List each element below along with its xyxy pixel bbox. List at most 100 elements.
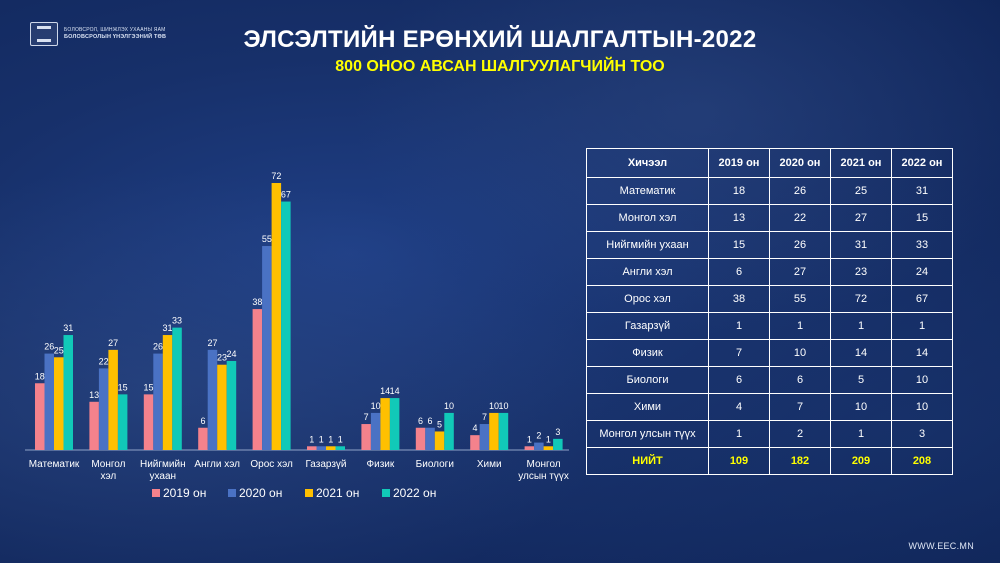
table-value-cell: 1 <box>830 420 892 448</box>
bar <box>143 394 154 450</box>
table-value-cell: 1 <box>708 312 770 340</box>
x-tick-label: Монгол <box>91 459 125 470</box>
data-label: 1 <box>546 434 551 444</box>
table-value-cell: 10 <box>830 393 892 421</box>
table-value-cell: 15 <box>891 204 953 232</box>
data-label: 27 <box>108 338 118 348</box>
legend-label: 2021 он <box>316 486 359 500</box>
bar <box>89 401 99 450</box>
table-subject-cell: Орос хэл <box>586 285 709 313</box>
table-value-cell: 18 <box>708 177 770 205</box>
bar <box>326 446 336 450</box>
table-subject-cell: Хими <box>586 393 709 421</box>
legend-label: 2022 он <box>393 486 436 500</box>
table-value-cell: 7 <box>769 393 831 421</box>
data-label: 72 <box>271 171 281 181</box>
table-value-cell: 6 <box>708 366 770 394</box>
data-label: 7 <box>364 412 369 422</box>
bar <box>534 442 544 450</box>
data-label: 1 <box>319 434 324 444</box>
table-value-cell: 14 <box>830 339 892 367</box>
bar <box>54 357 64 450</box>
data-label: 2 <box>536 431 541 441</box>
bar <box>389 398 400 450</box>
table-total-label: НИЙТ <box>586 447 709 475</box>
table-total-value: 109 <box>708 447 770 475</box>
website-url: WWW.EEC.MN <box>908 541 974 551</box>
bar <box>117 394 128 450</box>
bar <box>543 446 554 450</box>
table-value-cell: 24 <box>891 258 953 286</box>
x-tick-label: Англи хэл <box>194 459 240 470</box>
table-value-cell: 13 <box>708 204 770 232</box>
bar <box>470 435 480 450</box>
table-value-cell: 33 <box>891 231 953 259</box>
table-value-cell: 55 <box>769 285 831 313</box>
table-value-cell: 5 <box>830 366 892 394</box>
table-subject-cell: Монгол улсын түүх <box>586 420 709 448</box>
data-label: 6 <box>418 416 423 426</box>
table-value-cell: 1 <box>769 312 831 340</box>
bar <box>162 335 173 450</box>
logo-line-2: БОЛОВСРОЛЫН ҮНЭЛГЭЭНИЙ ТӨВ <box>64 34 167 40</box>
legend-swatch <box>152 489 160 497</box>
table-value-cell: 26 <box>769 177 831 205</box>
x-tick-label: улсын түүх <box>518 471 569 482</box>
data-label: 24 <box>226 349 236 359</box>
table-subject-cell: Англи хэл <box>586 258 709 286</box>
data-label: 31 <box>163 323 173 333</box>
table-value-cell: 27 <box>769 258 831 286</box>
bar <box>553 438 563 450</box>
table-total-value: 182 <box>769 447 831 475</box>
bar <box>425 427 435 450</box>
table-value-cell: 72 <box>830 285 892 313</box>
bar <box>44 353 54 450</box>
data-label: 25 <box>54 345 64 355</box>
data-label: 31 <box>63 323 73 333</box>
table-value-cell: 14 <box>891 339 953 367</box>
bar <box>153 353 163 450</box>
table-subject-cell: Биологи <box>586 366 709 394</box>
bar <box>316 446 326 450</box>
data-label: 55 <box>262 234 272 244</box>
table-value-cell: 38 <box>708 285 770 313</box>
data-label: 18 <box>35 371 45 381</box>
x-tick-label: Физик <box>367 459 395 470</box>
table-row: Монгол хэл 13 22 27 15 <box>586 204 953 232</box>
table-value-cell: 1 <box>708 420 770 448</box>
table-row: Математик 18 26 25 31 <box>586 177 953 205</box>
x-tick-label: хэл <box>101 471 117 482</box>
x-tick-label: Орос хэл <box>250 459 293 470</box>
page-title: ЭЛСЭЛТИЙН ЕРӨНХИЙ ШАЛГАЛТЫН-2022 <box>243 26 757 53</box>
table-subject-cell: Газарзүй <box>586 312 709 340</box>
table-value-cell: 27 <box>830 204 892 232</box>
data-label: 22 <box>99 356 109 366</box>
table-header-0: Хичээл <box>586 148 709 178</box>
logo: БОЛОВСРОЛ, ШИНЖЛЭХ УХААНЫ ЯАМ БОЛОВСРОЛЫ… <box>30 22 166 46</box>
table-header-1: 2019 он <box>708 148 770 178</box>
table-value-cell: 67 <box>891 285 953 313</box>
legend-label: 2019 он <box>163 486 206 500</box>
data-label: 27 <box>207 338 217 348</box>
bar <box>108 349 118 450</box>
table-value-cell: 31 <box>891 177 953 205</box>
data-label: 23 <box>217 353 227 363</box>
legend-swatch <box>228 489 236 497</box>
data-label: 10 <box>371 401 381 411</box>
table-subject-cell: Монгол хэл <box>586 204 709 232</box>
bar <box>217 364 227 450</box>
logo-icon <box>30 22 58 46</box>
data-label: 6 <box>428 416 433 426</box>
logo-line-1: БОЛОВСРОЛ, ШИНЖЛЭХ УХААНЫ ЯАМ <box>64 27 166 33</box>
data-label: 67 <box>281 190 291 200</box>
table-row: Монгол улсын түүх 1 2 1 3 <box>586 420 953 448</box>
bar <box>262 246 272 450</box>
data-label: 7 <box>482 412 487 422</box>
bar <box>370 412 381 450</box>
table-header-row: Хичээл 2019 он 2020 он 2021 он 2022 он <box>586 148 953 178</box>
data-label: 10 <box>489 401 499 411</box>
bar <box>335 446 345 450</box>
table-value-cell: 10 <box>891 366 953 394</box>
table-value-cell: 15 <box>708 231 770 259</box>
